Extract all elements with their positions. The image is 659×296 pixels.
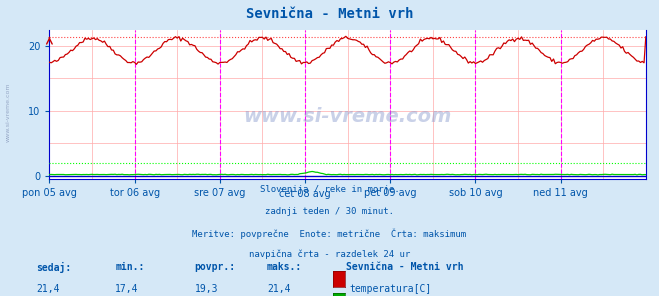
- Text: sedaj:: sedaj:: [36, 262, 71, 273]
- Text: www.si-vreme.com: www.si-vreme.com: [243, 107, 452, 126]
- Text: temperatura[C]: temperatura[C]: [349, 284, 432, 294]
- Text: zadnji teden / 30 minut.: zadnji teden / 30 minut.: [265, 207, 394, 215]
- Text: 19,3: 19,3: [194, 284, 218, 294]
- Text: Slovenija / reke in morje.: Slovenija / reke in morje.: [260, 185, 399, 194]
- Text: 21,4: 21,4: [36, 284, 60, 294]
- Text: povpr.:: povpr.:: [194, 262, 235, 272]
- Text: Meritve: povprečne  Enote: metrične  Črta: maksimum: Meritve: povprečne Enote: metrične Črta:…: [192, 228, 467, 239]
- Text: 21,4: 21,4: [267, 284, 291, 294]
- Text: Sevnična - Metni vrh: Sevnična - Metni vrh: [346, 262, 463, 272]
- Text: min.:: min.:: [115, 262, 145, 272]
- Text: maks.:: maks.:: [267, 262, 302, 272]
- Text: www.si-vreme.com: www.si-vreme.com: [5, 83, 11, 142]
- Text: 17,4: 17,4: [115, 284, 139, 294]
- Text: navpična črta - razdelek 24 ur: navpična črta - razdelek 24 ur: [249, 250, 410, 259]
- Text: Sevnična - Metni vrh: Sevnična - Metni vrh: [246, 7, 413, 21]
